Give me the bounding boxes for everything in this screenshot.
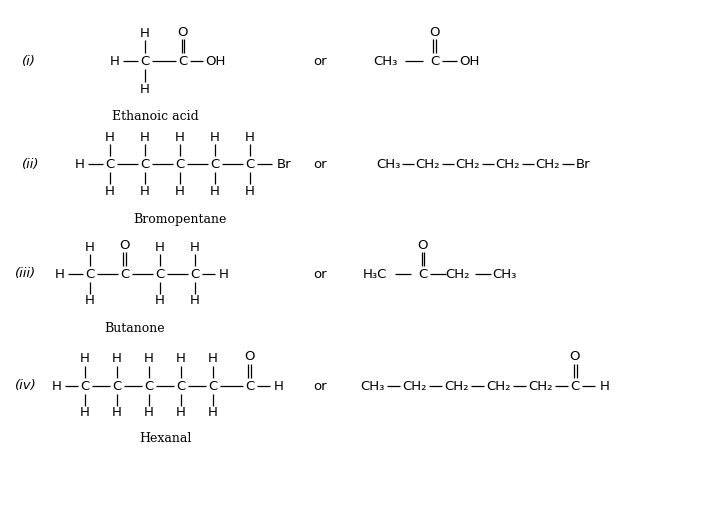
Text: CH₂: CH₂	[444, 379, 468, 393]
Text: or: or	[314, 379, 327, 393]
Text: H: H	[208, 407, 218, 420]
Text: C: C	[245, 157, 254, 170]
Text: H: H	[600, 379, 610, 393]
Text: CH₂: CH₂	[536, 157, 560, 170]
Text: C: C	[208, 379, 218, 393]
Text: C: C	[120, 267, 129, 281]
Text: H: H	[112, 352, 122, 365]
Text: H: H	[52, 379, 62, 393]
Text: Br: Br	[576, 157, 591, 170]
Text: H: H	[80, 407, 90, 420]
Text: (i): (i)	[22, 55, 36, 68]
Text: O: O	[569, 350, 580, 363]
Text: C: C	[144, 379, 154, 393]
Text: (iv): (iv)	[15, 379, 37, 393]
Text: (iii): (iii)	[15, 267, 36, 281]
Text: H: H	[85, 240, 95, 253]
Text: CH₃: CH₃	[373, 55, 397, 68]
Text: C: C	[176, 379, 186, 393]
Text: H: H	[245, 131, 255, 143]
Text: C: C	[210, 157, 219, 170]
Text: CH₃: CH₃	[360, 379, 385, 393]
Text: H: H	[155, 240, 165, 253]
Text: Bromopentane: Bromopentane	[134, 213, 226, 225]
Text: H: H	[208, 352, 218, 365]
Text: O: O	[120, 238, 130, 251]
Text: H: H	[210, 131, 220, 143]
Text: OH: OH	[459, 55, 479, 68]
Text: H: H	[210, 185, 220, 198]
Text: CH₂: CH₂	[528, 379, 553, 393]
Text: or: or	[314, 267, 327, 281]
Text: C: C	[570, 379, 580, 393]
Text: Hexanal: Hexanal	[138, 431, 191, 444]
Text: CH₂: CH₂	[496, 157, 520, 170]
Text: C: C	[85, 267, 95, 281]
Text: H: H	[140, 185, 150, 198]
Text: O: O	[245, 350, 255, 363]
Text: H: H	[110, 55, 120, 68]
Text: CH₂: CH₂	[415, 157, 440, 170]
Text: CH₃: CH₃	[492, 267, 516, 281]
Text: CH₂: CH₂	[446, 267, 470, 281]
Text: C: C	[155, 267, 165, 281]
Text: H: H	[176, 407, 186, 420]
Text: Br: Br	[277, 157, 291, 170]
Text: O: O	[418, 238, 428, 251]
Text: C: C	[141, 157, 150, 170]
Text: H₃C: H₃C	[363, 267, 387, 281]
Text: C: C	[418, 267, 427, 281]
Text: H: H	[105, 131, 115, 143]
Text: H: H	[155, 295, 165, 308]
Text: C: C	[191, 267, 200, 281]
Text: H: H	[190, 240, 200, 253]
Text: H: H	[140, 131, 150, 143]
Text: C: C	[245, 379, 254, 393]
Text: H: H	[112, 407, 122, 420]
Text: H: H	[105, 185, 115, 198]
Text: H: H	[140, 83, 150, 95]
Text: Butanone: Butanone	[105, 322, 165, 335]
Text: H: H	[219, 267, 229, 281]
Text: (ii): (ii)	[22, 157, 39, 170]
Text: H: H	[190, 295, 200, 308]
Text: H: H	[245, 185, 255, 198]
Text: C: C	[80, 379, 89, 393]
Text: CH₂: CH₂	[456, 157, 480, 170]
Text: H: H	[274, 379, 284, 393]
Text: H: H	[55, 267, 65, 281]
Text: C: C	[105, 157, 115, 170]
Text: C: C	[141, 55, 150, 68]
Text: CH₂: CH₂	[402, 379, 427, 393]
Text: H: H	[140, 26, 150, 40]
Text: C: C	[112, 379, 122, 393]
Text: O: O	[178, 25, 188, 39]
Text: H: H	[144, 352, 154, 365]
Text: Ethanoic acid: Ethanoic acid	[112, 109, 198, 122]
Text: CH₃: CH₃	[376, 157, 400, 170]
Text: or: or	[314, 157, 327, 170]
Text: C: C	[430, 55, 439, 68]
Text: H: H	[176, 352, 186, 365]
Text: C: C	[179, 55, 188, 68]
Text: or: or	[314, 55, 327, 68]
Text: H: H	[144, 407, 154, 420]
Text: OH: OH	[205, 55, 225, 68]
Text: H: H	[85, 295, 95, 308]
Text: H: H	[175, 131, 185, 143]
Text: O: O	[430, 25, 440, 39]
Text: H: H	[80, 352, 90, 365]
Text: H: H	[75, 157, 85, 170]
Text: H: H	[175, 185, 185, 198]
Text: C: C	[175, 157, 185, 170]
Text: CH₂: CH₂	[486, 379, 510, 393]
